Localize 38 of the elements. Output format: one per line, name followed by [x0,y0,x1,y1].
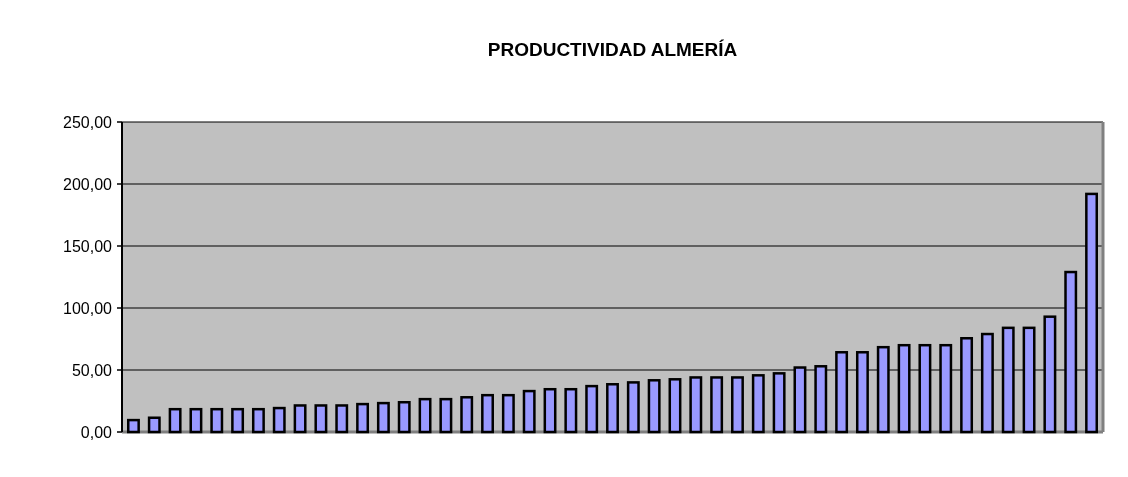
bar [710,376,724,434]
bar [564,387,578,434]
bar [751,374,765,434]
y-tick-label: 0,00 [80,423,113,441]
bar [460,396,474,434]
bar [293,404,307,434]
bar [272,406,286,434]
y-tick-label: 100,00 [63,299,113,317]
bar [543,387,557,434]
bar [481,393,494,434]
y-tick-label: 200,00 [63,175,113,193]
chart-title: PRODUCTIVIDAD ALMERÍA [487,39,738,60]
bar [189,407,203,434]
bar [668,378,682,434]
bar [376,401,390,434]
bar [168,407,182,434]
bar [251,407,265,434]
bar [127,418,140,434]
bar [689,376,703,434]
bar [418,397,432,434]
bar [210,407,224,434]
bar [439,397,453,434]
bar [585,384,599,434]
bar [731,376,744,434]
y-tick-label: 150,00 [63,237,113,255]
bar [335,404,349,434]
y-tick-label: 50,00 [71,361,113,379]
bar [626,381,640,434]
bar [231,407,245,434]
bar [147,416,161,434]
bar [647,379,661,434]
y-tick-label: 250,00 [63,113,113,131]
bar [501,393,515,434]
bar [314,404,328,434]
bar [606,383,619,434]
bar [522,389,536,434]
bar [397,400,411,434]
bar [356,402,370,434]
